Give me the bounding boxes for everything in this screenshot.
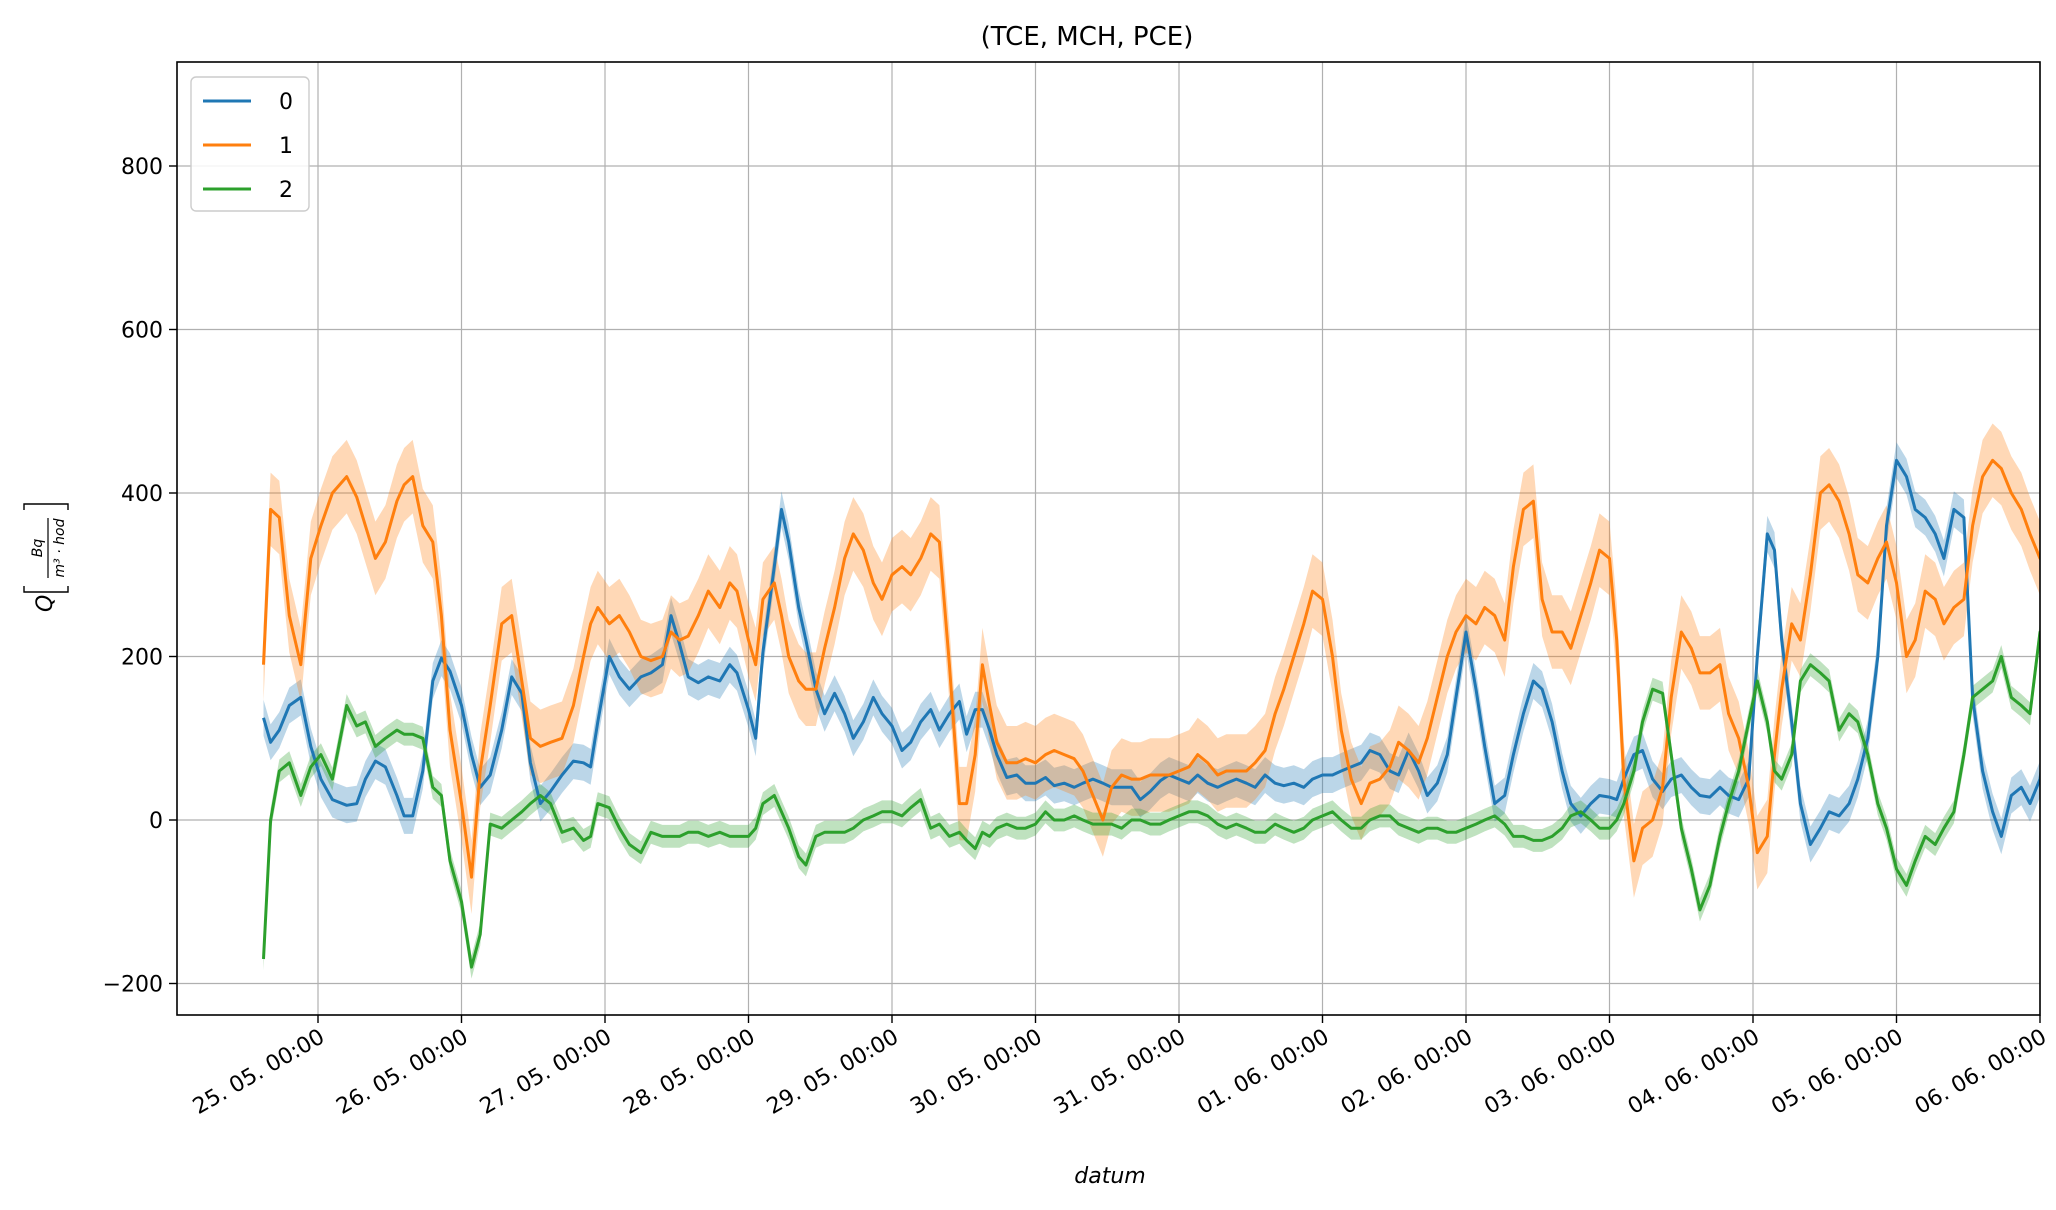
y-axis-label-denominator: m³ · hod xyxy=(52,518,68,577)
chart-title: (TCE, MCH, PCE) xyxy=(981,22,1194,52)
x-tick-label: 28. 05. 00:00 xyxy=(619,1025,759,1120)
legend-label: 1 xyxy=(279,134,293,159)
series-0-band xyxy=(263,442,2040,863)
x-tick-label: 04. 06. 00:00 xyxy=(1624,1025,1764,1120)
x-tick-label: 25. 05. 00:00 xyxy=(189,1025,329,1120)
y-tick-label: −200 xyxy=(103,973,163,998)
x-tick-label: 03. 06. 00:00 xyxy=(1480,1025,1620,1120)
y-axis-label-bracket-left xyxy=(23,586,69,593)
x-tick-label: 30. 05. 00:00 xyxy=(906,1025,1046,1120)
y-axis-label-numerator: Bq xyxy=(30,539,46,558)
y-tick-label: 0 xyxy=(149,809,163,834)
y-tick-label: 800 xyxy=(121,155,163,180)
x-tick-label: 29. 05. 00:00 xyxy=(763,1025,903,1120)
x-tick-label: 06. 06. 00:00 xyxy=(1911,1025,2051,1120)
y-tick-label: 400 xyxy=(121,482,163,507)
series-lines xyxy=(262,458,2040,969)
series-2-line xyxy=(262,630,2040,969)
y-tick-label: 600 xyxy=(121,319,163,344)
legend-label: 2 xyxy=(279,178,293,203)
x-tick-label: 02. 06. 00:00 xyxy=(1337,1025,1477,1120)
legend-label: 0 xyxy=(279,90,293,115)
series-1-band xyxy=(263,423,2040,914)
x-tick-label: 01. 06. 00:00 xyxy=(1193,1025,1333,1120)
series-0-line xyxy=(262,458,2040,846)
y-axis-label: Q Bq m³ · hod xyxy=(23,503,69,612)
x-tick-label: 27. 05. 00:00 xyxy=(476,1025,616,1120)
confidence-bands xyxy=(263,423,2040,979)
x-tick-label: 26. 05. 00:00 xyxy=(332,1025,472,1120)
x-tick-label: 31. 05. 00:00 xyxy=(1050,1025,1190,1120)
x-axis-label: datum xyxy=(1074,1164,1145,1189)
y-axis-ticks: −200 0 200 400 600 800 xyxy=(103,155,177,998)
x-tick-label: 05. 06. 00:00 xyxy=(1767,1025,1907,1120)
legend: 0 1 2 xyxy=(190,76,310,212)
series-1-line xyxy=(262,458,2040,879)
y-axis-label-bracket-right xyxy=(23,503,69,510)
y-tick-label: 200 xyxy=(121,646,163,671)
y-axis-label-q: Q xyxy=(33,595,58,612)
plot-frame xyxy=(176,61,2041,1016)
x-axis-ticks: 25. 05. 00:00 26. 05. 00:00 27. 05. 00:00 2… xyxy=(189,1015,2051,1120)
